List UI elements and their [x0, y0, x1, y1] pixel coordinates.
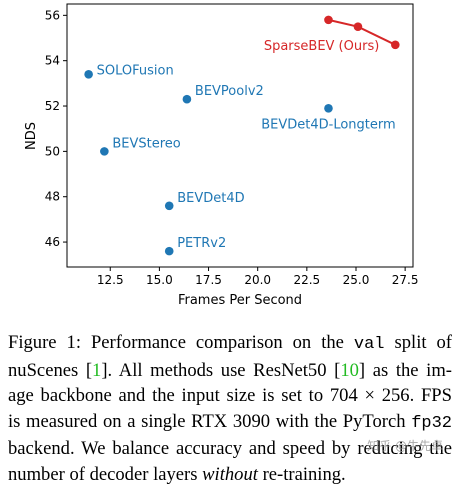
x-tick-label: 25.0: [343, 273, 370, 287]
y-tick-label: 50: [45, 144, 60, 158]
data-point: [165, 201, 174, 210]
data-point: [100, 147, 109, 156]
citation-link[interactable]: 10: [340, 360, 359, 381]
data-point: [183, 95, 192, 104]
caption-text: re-training.: [258, 464, 346, 485]
caption-emphasis: without: [202, 464, 258, 485]
caption-text: ]. All methods use ResNet50 [: [101, 360, 340, 381]
data-point-label: BEVPoolv2: [195, 84, 264, 99]
caption-code-val: val: [354, 335, 385, 354]
x-tick-label: 12.5: [97, 273, 124, 287]
y-tick-label: 46: [45, 235, 60, 249]
citation-link[interactable]: 1: [92, 360, 101, 381]
scatter-chart: 12.5 15.0 17.5 20.0 22.5 25.0 27.5 46 48 50 52 54 5…: [0, 0, 457, 325]
caption-line-3: age backbone and the input size is set t…: [8, 383, 452, 409]
y-axis-ticks: 46 48 50 52 54 56: [45, 8, 67, 249]
x-tick-label: 17.5: [195, 273, 222, 287]
caption-text: split of: [385, 332, 452, 353]
x-axis-ticks: 12.5 15.0 17.5 20.0 22.5 25.0 27.5: [97, 267, 419, 287]
data-point-label: BEVStereo: [112, 136, 180, 151]
data-point-label: BEVDet4D: [177, 191, 244, 206]
caption-text: Figure 1: Performance comparison on the: [8, 332, 354, 353]
data-point: [165, 247, 174, 256]
series-label: SparseBEV (Ours): [264, 39, 379, 54]
caption-text: ] as the im-: [359, 360, 452, 381]
data-point: [324, 104, 333, 113]
y-tick-label: 56: [45, 8, 60, 22]
data-point-label: SOLOFusion: [97, 63, 174, 78]
x-tick-label: 20.0: [244, 273, 271, 287]
data-marks: SOLOFusion BEVPoolv2 BEVDet4D-Longterm BEVS…: [84, 16, 399, 256]
caption-line-2: nuScenes [1]. All methods use ResNet50 […: [8, 358, 452, 384]
data-point: [84, 70, 93, 79]
series-point: [354, 22, 363, 31]
series-point: [391, 41, 400, 50]
figure-caption: Figure 1: Performance comparison on the …: [8, 330, 452, 487]
caption-text: nuScenes [: [8, 360, 92, 381]
x-tick-label: 22.5: [293, 273, 320, 287]
watermark: 知乎 @牛先卓: [367, 437, 443, 454]
caption-text: is measured on a single RTX 3090 with th…: [8, 411, 411, 432]
data-point-label: PETRv2: [177, 236, 226, 251]
y-tick-label: 54: [45, 54, 60, 68]
y-axis-label: NDS: [24, 122, 39, 150]
x-axis-label: Frames Per Second: [178, 293, 302, 308]
y-tick-label: 48: [45, 190, 60, 204]
caption-line-4: is measured on a single RTX 3090 with th…: [8, 409, 452, 437]
x-tick-label: 27.5: [392, 273, 419, 287]
data-point-label: BEVDet4D-Longterm: [261, 117, 395, 132]
caption-text: number of decoder layers: [8, 464, 202, 485]
caption-line-6: number of decoder layers without re-trai…: [8, 462, 452, 487]
caption-code-fp32: fp32: [411, 414, 452, 433]
series-point: [324, 16, 333, 25]
y-tick-label: 52: [45, 99, 60, 113]
caption-line-1: Figure 1: Performance comparison on the …: [8, 330, 452, 358]
x-tick-label: 15.0: [146, 273, 173, 287]
